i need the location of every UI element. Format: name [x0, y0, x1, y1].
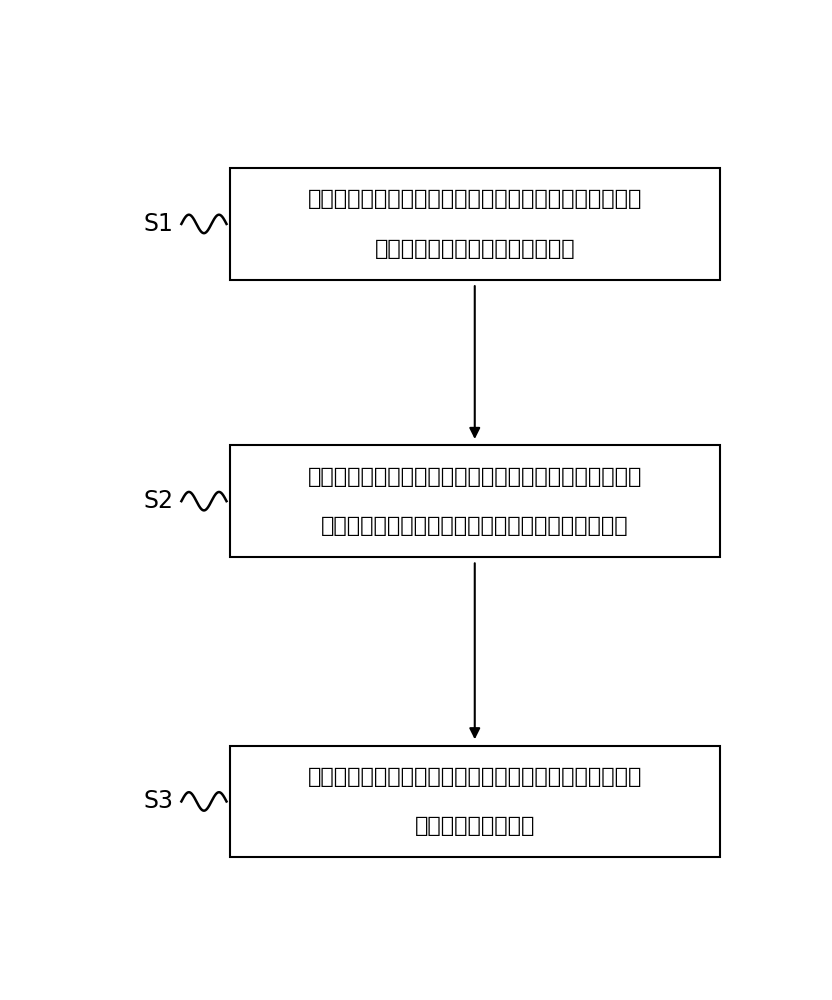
Text: S2: S2 — [144, 489, 174, 513]
FancyBboxPatch shape — [230, 168, 720, 280]
Text: 的内皮细胞下基质层: 的内皮细胞下基质层 — [414, 816, 535, 836]
Text: S1: S1 — [144, 212, 174, 236]
Text: 利用第一激光设备对支架材料表面按照预设轮廓加工，在: 利用第一激光设备对支架材料表面按照预设轮廓加工，在 — [308, 189, 642, 209]
FancyBboxPatch shape — [230, 445, 720, 557]
Text: 材料表面形成高度交联的网状结构，获得待处理材料: 材料表面形成高度交联的网状结构，获得待处理材料 — [321, 516, 628, 536]
Text: 利用第二激光设备对支架材料表面按照预设轮廓加工，在: 利用第二激光设备对支架材料表面按照预设轮廓加工，在 — [308, 467, 642, 487]
Text: 利用粘附蛋白对待处理材料的内表面进行包裹，形成人工: 利用粘附蛋白对待处理材料的内表面进行包裹，形成人工 — [308, 767, 642, 787]
Text: S3: S3 — [144, 789, 174, 813]
Text: 材料表面形成若干处微型凹坑结构: 材料表面形成若干处微型凹坑结构 — [374, 239, 575, 259]
FancyBboxPatch shape — [230, 746, 720, 857]
